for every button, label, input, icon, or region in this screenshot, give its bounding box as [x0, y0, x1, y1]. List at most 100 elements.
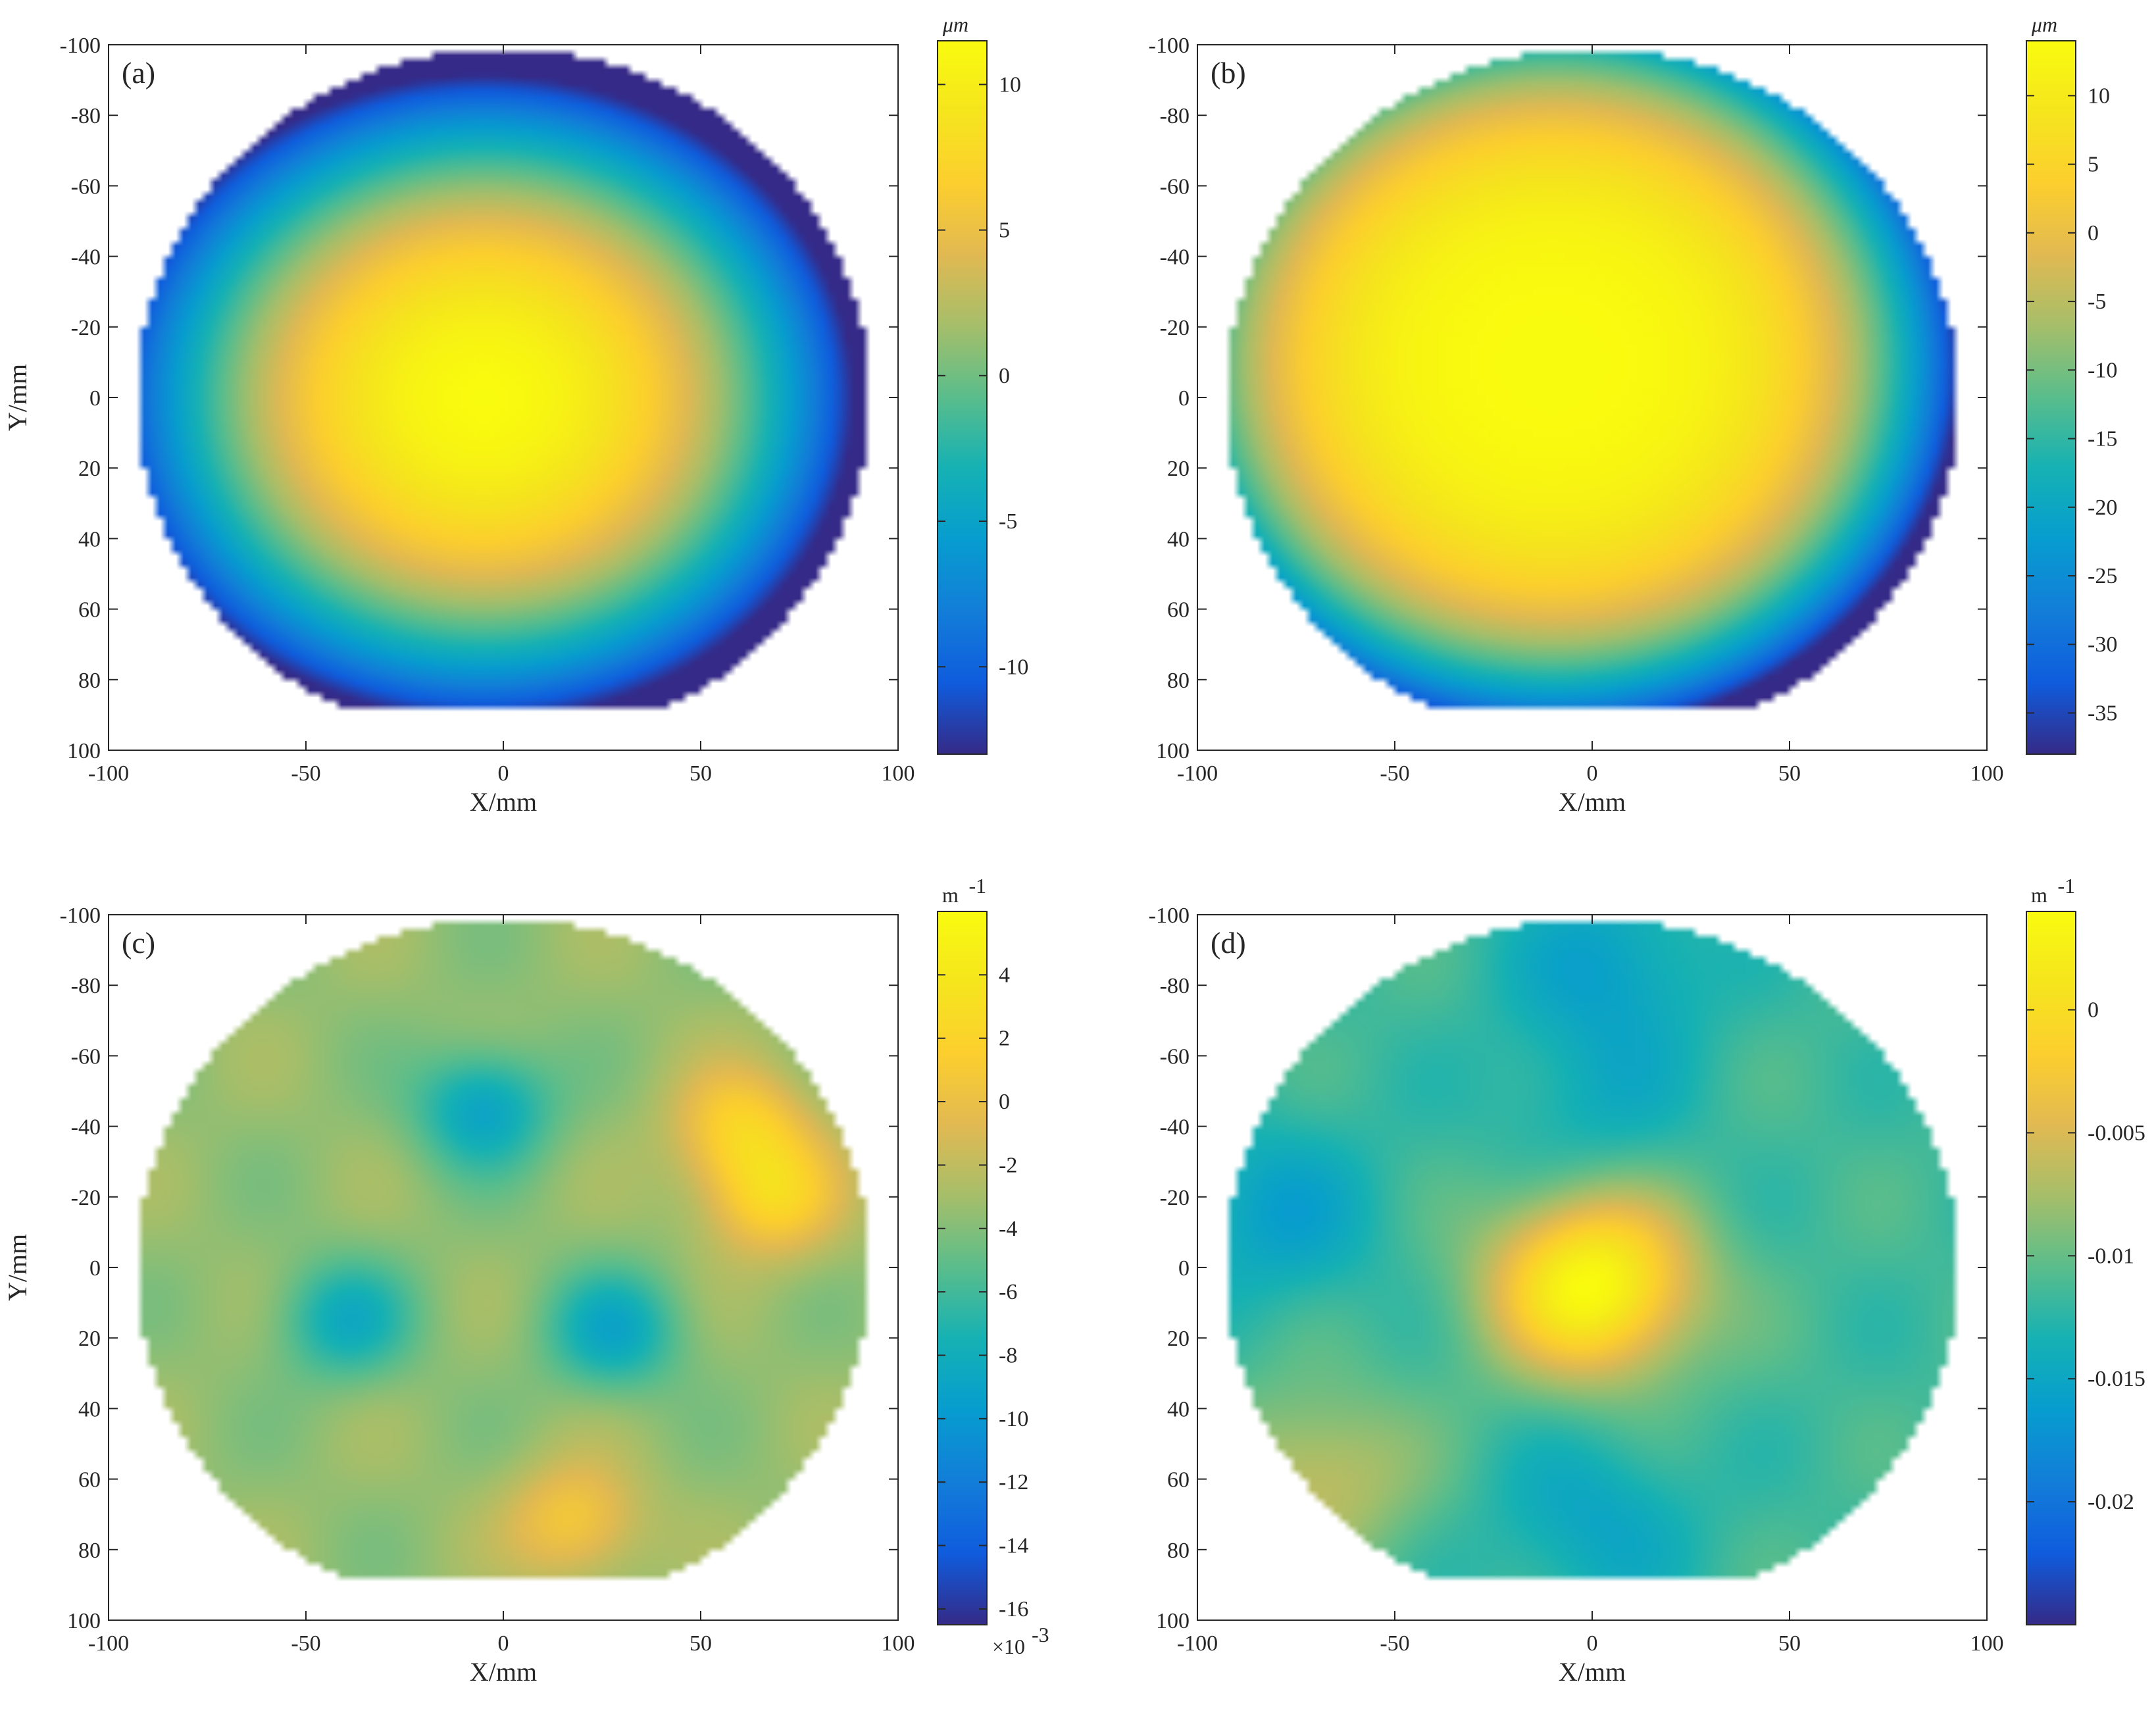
x-tick-label: 50	[689, 761, 712, 786]
y-tick-label: -100	[60, 904, 101, 928]
colorbar-unit-superscript: -1	[969, 874, 987, 898]
colorbar-tick-label: -10	[999, 655, 1028, 679]
heatmap-field	[1197, 915, 1987, 1620]
y-tick-label: 0	[89, 386, 101, 411]
x-tick-label: 50	[1778, 761, 1801, 786]
colorbar-tick-label: -30	[2088, 632, 2117, 657]
colorbar-unit: μm	[2031, 13, 2057, 36]
heatmap-field	[109, 915, 898, 1620]
y-tick-label: -100	[1149, 904, 1190, 928]
colorbar-unit: μm	[942, 13, 968, 36]
y-tick-label: 0	[1178, 386, 1190, 411]
y-tick-label: 60	[78, 1468, 101, 1492]
colorbar-tick-label: 0	[999, 364, 1010, 388]
x-tick-label: 50	[689, 1631, 712, 1656]
x-tick-label: 0	[1587, 1631, 1598, 1656]
y-tick-label: -80	[1160, 974, 1190, 998]
y-tick-label: -60	[1160, 1044, 1190, 1069]
colorbar-tick-label: -25	[2088, 564, 2117, 588]
y-tick-label: -40	[71, 1115, 101, 1140]
colorbar-tick-label: 10	[999, 72, 1021, 97]
colorbar-tick-label: -0.005	[2088, 1121, 2145, 1145]
x-axis-label: X/mm	[470, 1657, 537, 1687]
colorbar-unit-superscript: -1	[2058, 874, 2076, 898]
x-tick-label: -100	[88, 761, 129, 786]
x-tick-label: -100	[88, 1631, 129, 1656]
y-tick-label: 0	[1178, 1256, 1190, 1281]
heatmap-field	[1197, 45, 1987, 750]
colorbar-tick-label: -5	[2088, 290, 2106, 314]
y-tick-label: 80	[1167, 1539, 1190, 1563]
y-tick-label: 40	[1167, 1397, 1190, 1421]
y-tick-label: 40	[1167, 527, 1190, 551]
colorbar-tick-label: -16	[999, 1597, 1028, 1621]
colorbar-unit: m	[2031, 883, 2047, 907]
x-tick-label: 100	[1970, 1631, 2004, 1656]
y-tick-label: -80	[71, 104, 101, 128]
colorbar-tick-label: 5	[2088, 153, 2099, 177]
colorbar	[2026, 911, 2076, 1625]
y-tick-label: 20	[1167, 457, 1190, 481]
y-tick-label: 60	[78, 598, 101, 623]
y-tick-label: 80	[78, 669, 101, 693]
colorbar-tick-label: -0.015	[2088, 1367, 2145, 1391]
colorbar-tick-label: -15	[2088, 427, 2117, 451]
y-tick-label: -40	[1160, 1115, 1190, 1140]
x-tick-label: -50	[1380, 1631, 1409, 1656]
y-tick-label: 100	[67, 1609, 101, 1633]
colorbar-tick-label: 0	[2088, 998, 2099, 1023]
colorbar-tick-label: -0.02	[2088, 1490, 2134, 1514]
x-tick-label: 100	[882, 761, 915, 786]
y-tick-label: -60	[71, 174, 101, 199]
colorbar-tick-label: -14	[999, 1534, 1028, 1558]
y-tick-label: 40	[78, 1397, 101, 1421]
x-tick-label: 100	[882, 1631, 915, 1656]
colorbar	[937, 40, 988, 755]
panel-label: (c)	[122, 926, 155, 959]
colorbar-unit: m	[942, 883, 959, 907]
y-tick-label: 20	[1167, 1327, 1190, 1351]
y-tick-label: 80	[1167, 669, 1190, 693]
colorbar-tick-label: -10	[2088, 358, 2117, 382]
colorbar-tick-label: 10	[2088, 84, 2110, 108]
y-tick-label: 80	[78, 1539, 101, 1563]
colorbar-tick-label: 4	[999, 963, 1010, 987]
y-axis-label: Y/mm	[3, 1234, 32, 1301]
y-tick-label: 60	[1167, 598, 1190, 623]
y-tick-label: -100	[60, 34, 101, 58]
x-tick-label: -50	[1380, 761, 1409, 786]
colorbar-tick-label: 5	[999, 218, 1010, 243]
panel-a: -100 -50 0 50 100-100-80-60-40-2002040608010…	[3, 13, 1028, 817]
x-axis-label: X/mm	[470, 787, 537, 817]
y-tick-label: -80	[71, 974, 101, 998]
panel-label: (b)	[1211, 56, 1246, 89]
colorbar-tick-label: -5	[999, 509, 1017, 534]
y-tick-label: 60	[1167, 1468, 1190, 1492]
y-tick-label: -40	[1160, 245, 1190, 270]
y-tick-label: -20	[1160, 316, 1190, 340]
colorbar-tick-label: -20	[2088, 496, 2117, 520]
colorbar-tick-label: -4	[999, 1217, 1017, 1241]
heatmap-field	[109, 45, 898, 750]
colorbar-tick-label: 0	[999, 1090, 1010, 1114]
x-tick-label: -50	[291, 761, 320, 786]
colorbar-tick-label: -2	[999, 1153, 1017, 1177]
x-tick-label: 0	[498, 1631, 509, 1656]
x-axis-label: X/mm	[1559, 1657, 1626, 1687]
y-tick-label: -20	[71, 316, 101, 340]
y-tick-label: -20	[71, 1186, 101, 1210]
y-tick-label: 0	[89, 1256, 101, 1281]
y-tick-label: -100	[1149, 34, 1190, 58]
y-axis-label: Y/mm	[3, 364, 32, 431]
colorbar-tick-label: -6	[999, 1280, 1017, 1304]
x-tick-label: -50	[291, 1631, 320, 1656]
colorbar-tick-label: -12	[999, 1470, 1028, 1494]
y-tick-label: -40	[71, 245, 101, 270]
x-tick-label: 100	[1970, 761, 2004, 786]
y-tick-label: 20	[78, 457, 101, 481]
panel-label: (d)	[1211, 926, 1246, 959]
y-tick-label: -60	[1160, 174, 1190, 199]
panel-b: -100 -50 0 50 100-100-80-60-40-2002040608010…	[1149, 13, 2118, 817]
panel-d: -100 -50 0 50 100-100-80-60-40-2002040608010…	[1149, 874, 2145, 1687]
